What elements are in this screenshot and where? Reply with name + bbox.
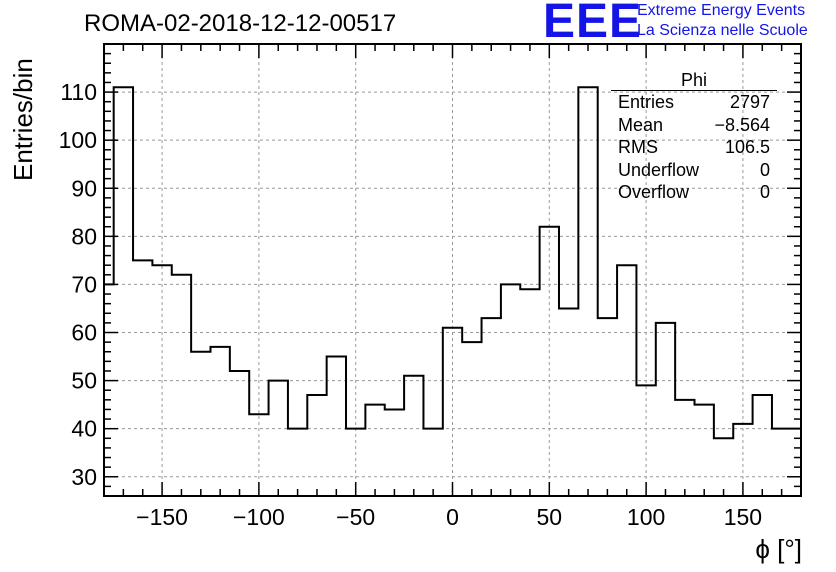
y-axis: 30 40 50 60 70 80 90 100 110: [59, 52, 801, 490]
y-tick-label: 90: [71, 175, 97, 201]
stats-label: Overflow: [618, 182, 690, 203]
x-tick-label: 100: [627, 504, 665, 530]
stats-row: Overflow 0: [611, 181, 777, 204]
x-tick-label: −50: [336, 504, 375, 530]
y-tick-label: 60: [71, 320, 97, 346]
stats-box: Phi Entries 2797 Mean −8.564 RMS 106.5 Underfl…: [611, 70, 777, 204]
x-tick-label: 0: [446, 504, 459, 530]
stats-title: Phi: [611, 70, 777, 91]
y-tick-label: 30: [71, 464, 97, 490]
y-tick-label: 70: [71, 271, 97, 297]
x-axis-label: ϕ [°]: [755, 534, 802, 564]
x-axis: −150 −100 −50 0 50 100 150: [122, 44, 802, 530]
y-tick-label: 110: [60, 79, 97, 105]
x-tick-label: 50: [537, 504, 563, 530]
histogram-outline: [104, 86, 801, 440]
chart-title: ROMA-02-2018-12-12-00517: [84, 10, 397, 37]
stats-value: 106.5: [724, 137, 770, 158]
logo-line-1: Extreme Energy Events: [637, 2, 806, 19]
stats-label: Entries: [618, 92, 675, 112]
stats-rows: Entries 2797 Mean −8.564 RMS 106.5 Underflow 0 O…: [611, 91, 777, 204]
stats-row: RMS 106.5: [611, 136, 777, 159]
y-tick-label: 50: [71, 368, 97, 394]
x-tick-label: −150: [136, 504, 188, 530]
stats-row: Entries 2797: [611, 91, 777, 114]
x-tick-label: 150: [724, 504, 762, 530]
logo-line-2: La Scienza nelle Scuole: [637, 22, 808, 39]
stats-label: RMS: [618, 137, 658, 158]
y-tick-label: 40: [71, 416, 97, 442]
y-tick-label: 80: [71, 223, 97, 249]
stats-row: Mean −8.564: [611, 114, 777, 137]
stats-value: 0: [759, 159, 770, 180]
x-tick-label: −100: [233, 504, 285, 530]
stats-value: 2797: [729, 92, 770, 112]
stats-label: Mean: [618, 114, 664, 135]
y-axis-label: Entries/bin: [8, 58, 38, 181]
y-tick-label: 100: [59, 127, 97, 153]
stats-value: −8.564: [714, 114, 770, 135]
grid-lines: [104, 44, 801, 496]
eee-logo: EEE: [543, 0, 643, 48]
stats-row: Underflow 0: [611, 159, 777, 182]
stats-value: 0: [759, 182, 770, 203]
stats-label: Underflow: [618, 159, 700, 180]
